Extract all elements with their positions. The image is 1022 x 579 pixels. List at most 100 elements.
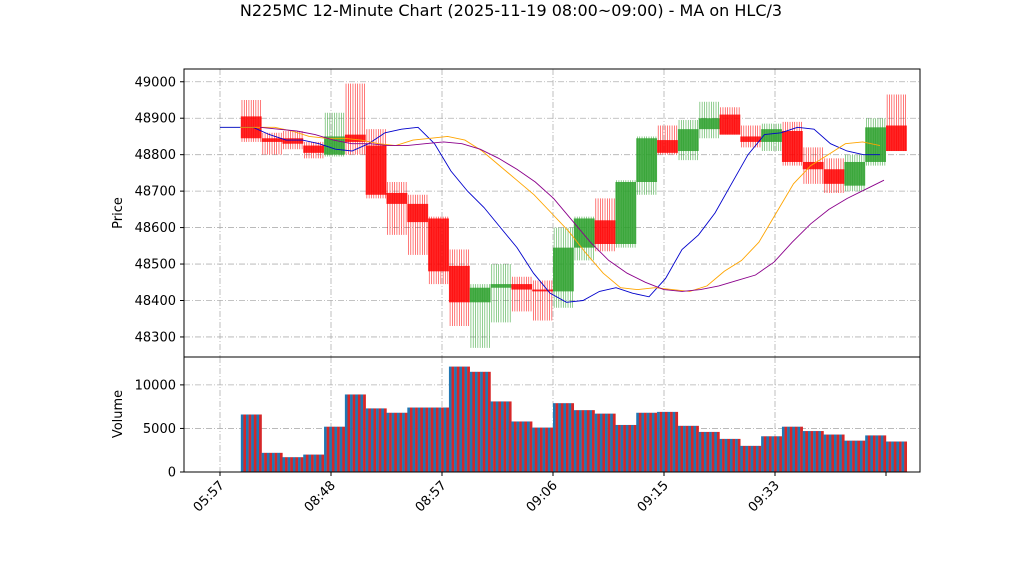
volume-bar [292,457,296,472]
volume-bar [849,440,853,472]
volume-bar [259,414,262,472]
volume-bar [696,425,699,472]
volume-bar [558,403,562,472]
candle-body [761,129,782,142]
volume-bar [714,431,718,472]
volume-bar [706,431,710,472]
volume-bar [823,434,827,472]
candle-body [490,284,512,288]
volume-bar [781,426,785,472]
volume-bar [631,424,634,472]
volume-bar [370,408,374,472]
volume-bar [433,407,437,472]
volume-bar [680,425,684,472]
candle-body [282,138,304,144]
volume-bar [282,457,286,472]
volume-bar [329,426,333,472]
volume-bar [800,426,803,472]
volume-bar [404,412,408,472]
volume-bar [719,438,723,472]
volume-bar [807,431,811,472]
volume-bar [422,407,426,472]
volume-bar [498,401,502,472]
volume-bar [867,435,871,472]
volume-bar [534,427,538,472]
candle-body [448,265,470,303]
volume-bar [248,414,252,472]
volume-bar [555,403,559,472]
volume-bar [768,436,772,472]
volume-bar [542,427,546,472]
volume-bar [298,457,301,472]
volume-bar [443,407,447,472]
volume-bar [295,457,299,472]
volume-bar [722,438,725,472]
volume-bar [365,408,369,472]
volume-bar [872,435,876,472]
volume-bar [675,411,679,472]
candle [781,121,803,166]
volume-bar [511,421,515,472]
volume-bar [901,441,905,472]
candle-body [594,220,616,244]
price-y-tick-label: 48500 [135,258,176,273]
volume-bar [480,371,483,472]
volume-bar [464,366,468,472]
volume-bar [758,445,762,472]
volume-bar [487,371,491,472]
candle-body [823,169,845,184]
volume-bar [859,440,863,472]
volume-bar [508,401,512,472]
volume-bar [774,436,777,472]
volume-bar [638,412,642,472]
volume-y-axis-label: Volume [111,390,126,438]
candle-body [303,145,325,153]
volume-bar [355,394,359,472]
volume-bar [615,424,619,472]
candle-body [344,134,366,142]
volume-bar [461,366,465,472]
volume-bar [813,431,816,472]
volume-bar [316,454,320,472]
volume-bar [506,401,509,472]
volume-bar [311,454,314,472]
volume-bar [573,410,577,472]
volume-bar [334,426,338,472]
volume-bar [326,426,330,472]
volume-bar [831,434,835,472]
volume-bar [521,421,525,472]
volume-bar [493,401,496,472]
candle-body [636,138,658,183]
candle-body [844,161,866,186]
volume-bar [711,431,715,472]
volume-bar [240,414,244,472]
candle [886,94,907,152]
volume-bar [253,414,257,472]
volume-bar [797,426,801,472]
volume-bar [467,366,470,472]
volume-bar [360,394,364,472]
volume-bar [324,426,327,472]
volume-bar [670,411,673,472]
volume-bar [636,412,640,472]
volume-bar [618,424,621,472]
volume-bar [724,438,728,472]
volume-y-ticks: 0 5000 10000 [135,378,184,481]
volume-bar [571,403,575,472]
volume-bar [490,401,494,472]
volume-bar [625,424,629,472]
candle [386,182,408,235]
volume-bar [841,434,845,472]
volume-bar [446,407,450,472]
volume-bar [742,445,746,472]
candle [802,147,824,184]
volume-bar [852,440,855,472]
volume-bar [701,431,705,472]
volume-bar [677,425,681,472]
candle [553,227,574,308]
volume-bar [331,426,335,472]
volume-bar [607,413,611,472]
price-y-tick-label: 48400 [135,294,176,309]
volume-bar [878,435,881,472]
